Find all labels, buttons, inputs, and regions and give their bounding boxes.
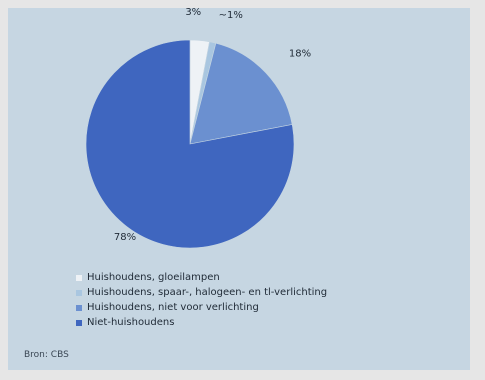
legend-item-niet-huishoudens: Niet-huishoudens xyxy=(76,315,327,330)
label-gloeilampen: 3% xyxy=(185,8,201,18)
legend-label: Huishoudens, niet voor verlichting xyxy=(87,302,259,313)
slice-niet-huishoudens xyxy=(85,39,295,249)
legend-label: Huishoudens, spaar-, halogeen- en tl-ver… xyxy=(87,287,328,298)
legend-item-spaarlampen: Huishoudens, spaar-, halogeen- en tl-ver… xyxy=(76,285,327,300)
legend-swatch xyxy=(76,289,82,296)
pie-chart: 3% ~1% 18% 78% xyxy=(85,8,311,249)
legend-label: Niet-huishoudens xyxy=(87,317,175,328)
legend-swatch xyxy=(76,319,82,326)
slice-niet-verlichting xyxy=(189,42,293,145)
legend-item-gloeilampen: Huishoudens, gloeilampen xyxy=(76,270,327,285)
label-spaarlampen: ~1% xyxy=(219,10,243,21)
legend-label: Huishoudens, gloeilampen xyxy=(87,272,220,283)
label-niet-verlichting: 18% xyxy=(289,48,311,59)
legend-swatch xyxy=(76,304,82,311)
source-note: Bron: CBS xyxy=(24,350,69,360)
legend-swatch xyxy=(76,274,82,281)
chart-panel: 3% ~1% 18% 78% Huishoudens, gloeilampen Hui… xyxy=(8,8,470,370)
legend: Huishoudens, gloeilampen Huishoudens, sp… xyxy=(76,270,327,330)
label-niet-huishoudens: 78% xyxy=(114,232,136,243)
legend-item-niet-verlichting: Huishoudens, niet voor verlichting xyxy=(76,300,327,315)
